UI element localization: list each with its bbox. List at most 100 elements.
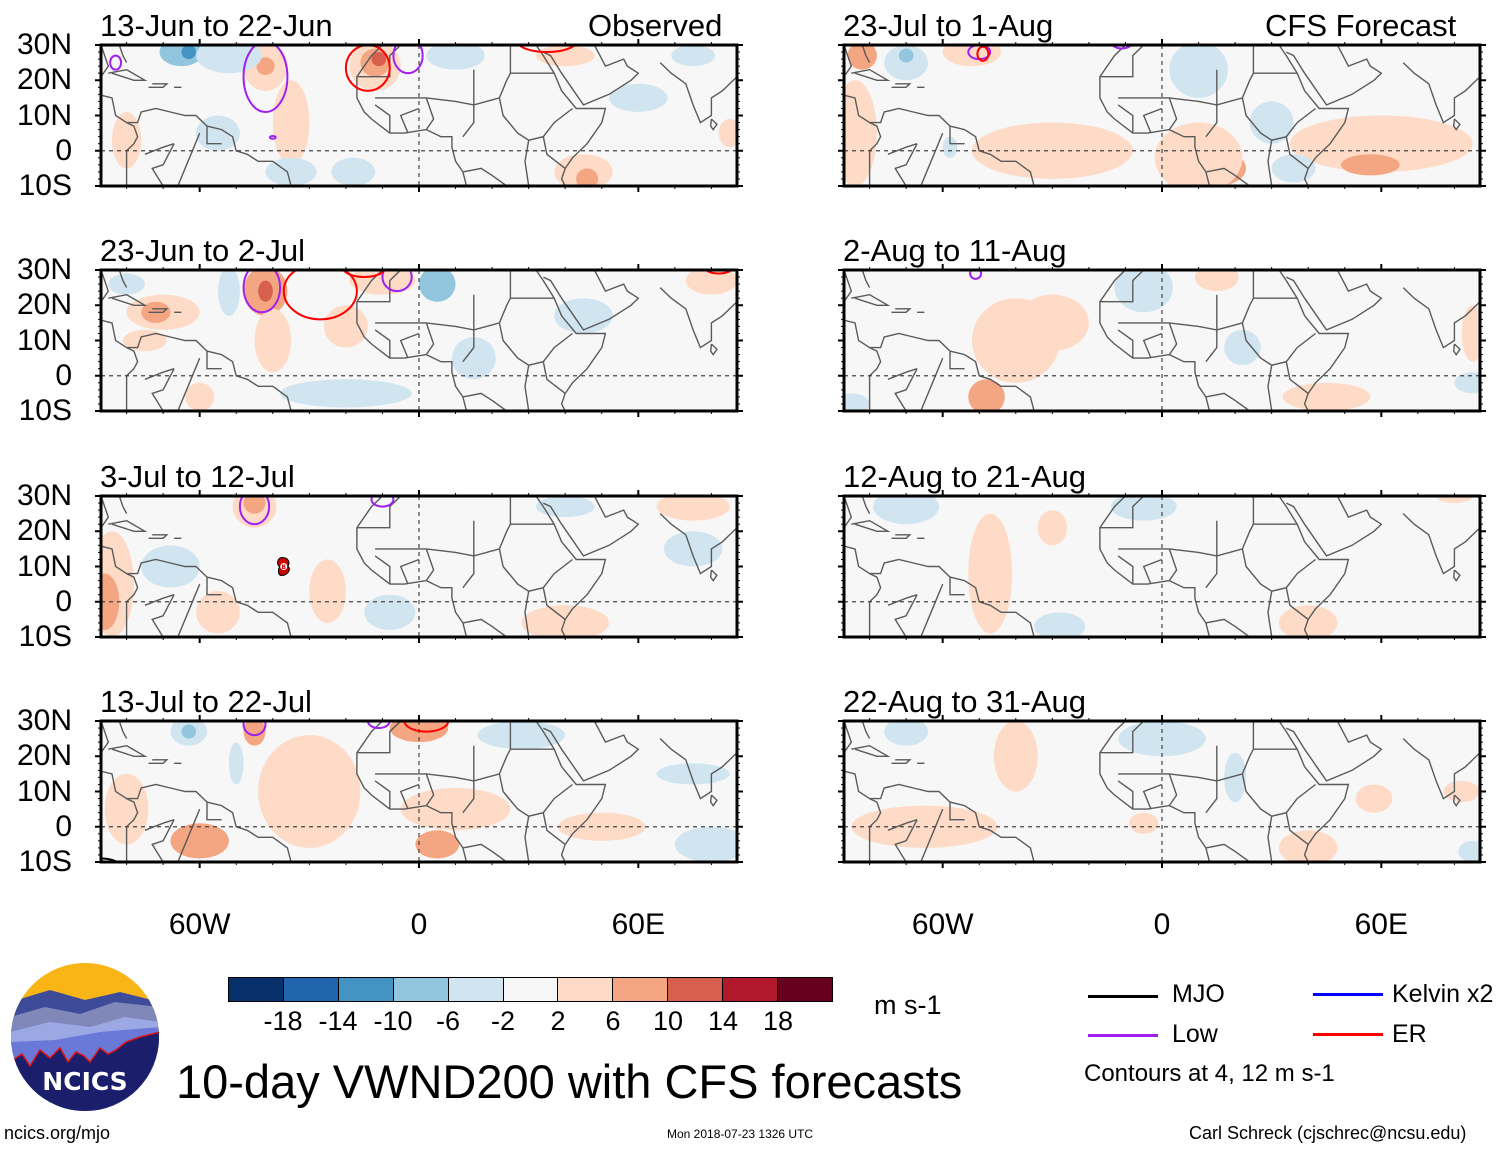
y-tick-label: 10S [18, 394, 72, 427]
coastline [542, 496, 640, 557]
coastline [108, 744, 148, 757]
coastline [1402, 287, 1480, 349]
colorbar-tick-label: -10 [373, 1006, 413, 1036]
anomaly-shading [1355, 784, 1393, 813]
coastline [374, 104, 391, 134]
coastline [709, 343, 718, 356]
colorbar-swatch [558, 978, 614, 1001]
coastline [709, 794, 718, 807]
coastline [524, 591, 530, 637]
anomaly-shading [1154, 122, 1243, 186]
anomaly-shading [108, 273, 145, 295]
coastline [861, 721, 871, 739]
anomaly-shading [256, 57, 275, 75]
colorbar-swatch [723, 978, 779, 1001]
colorbar-tick-label: -18 [263, 1006, 303, 1036]
contour-low [242, 270, 282, 314]
coastline [399, 332, 420, 359]
coastline [844, 45, 1035, 186]
legend-low-label: Low [1172, 1020, 1218, 1048]
panel-title: 23-Jun to 2-Jul [100, 233, 306, 268]
panel-title: 2-Aug to 11-Aug [843, 233, 1067, 268]
coastline [1278, 721, 1350, 862]
anomaly-shading [1224, 752, 1247, 803]
contour-low [370, 496, 395, 508]
anomaly-shading [243, 496, 266, 514]
coastline [535, 721, 607, 862]
anomaly-shading [258, 280, 273, 302]
anomaly-shading [1034, 612, 1086, 637]
coastline [891, 534, 912, 539]
y-tick-label: 20N [16, 63, 72, 97]
tropical-storm-icon: B [277, 556, 290, 577]
map-panel-right-2 [838, 490, 1486, 643]
coastline [118, 45, 128, 63]
contour-low [969, 270, 983, 280]
colorbar-tick-label: 14 [707, 1006, 739, 1036]
anomaly-shading [243, 721, 266, 746]
coastline [542, 587, 566, 620]
coastline [868, 121, 882, 186]
coastline [542, 361, 566, 394]
y-tick-label: 10N [16, 774, 72, 808]
coastline [1205, 520, 1218, 589]
y-tick-label: 10S [18, 169, 72, 202]
coastline [1267, 365, 1273, 411]
coastline [887, 143, 918, 155]
coastline [1285, 136, 1309, 169]
source-url[interactable]: ncics.org/mjo [4, 1123, 111, 1143]
anomaly-shading [1037, 510, 1067, 546]
colorbar-tick-label: 10 [652, 1006, 684, 1036]
coastline [1099, 496, 1211, 637]
coastline [891, 83, 912, 88]
panel-title: 23-Jul to 1-Aug [843, 8, 1054, 43]
contour-low [242, 45, 289, 113]
coastline [108, 68, 148, 81]
coastline [844, 721, 1035, 862]
anomaly-shading [535, 496, 595, 518]
anomaly-shading [400, 787, 511, 831]
anomaly-shading [181, 724, 197, 739]
coastline [1285, 496, 1383, 557]
y-tick-label: 10S [18, 845, 72, 878]
coastline [1168, 773, 1178, 806]
colorbar-swatch [668, 978, 724, 1001]
ncics-logo: NCICS [11, 963, 159, 1111]
contour-er [518, 45, 576, 54]
coastline [1205, 69, 1218, 138]
coastline [894, 143, 918, 186]
anomaly-shading [258, 735, 361, 848]
coastline [1452, 118, 1461, 131]
coastline [462, 69, 475, 138]
coastline [1285, 361, 1309, 394]
y-tick-label: 30N [16, 253, 72, 286]
coastline [462, 167, 508, 186]
legend-kelvin-line [1313, 993, 1383, 996]
coastline [101, 45, 292, 186]
coastline [462, 294, 475, 363]
contour-low [1111, 45, 1133, 50]
anomaly-shading [521, 605, 610, 637]
coastline [542, 136, 566, 169]
colorbar-units: m s-1 [874, 990, 942, 1020]
colorbar-swatch [338, 978, 394, 1001]
coastline [101, 721, 292, 862]
coastline [151, 819, 175, 862]
map-panel-right-0 [838, 39, 1486, 192]
anomaly-shading [309, 559, 346, 623]
map-panel-left-1 [95, 264, 743, 417]
legend-low-line [1088, 1034, 1158, 1037]
coastline [851, 744, 891, 757]
anomaly-shading [1224, 329, 1261, 366]
contour-low [268, 134, 277, 140]
coastline [1452, 343, 1461, 356]
coastline [524, 816, 530, 862]
contour-er [344, 45, 391, 92]
anomaly-shading [968, 513, 1013, 634]
coastline [844, 496, 1035, 637]
coastline [709, 118, 718, 131]
coastline [206, 351, 222, 370]
anomaly-shading [254, 308, 292, 373]
coastline [894, 819, 918, 862]
anomaly-shading [1278, 830, 1338, 862]
